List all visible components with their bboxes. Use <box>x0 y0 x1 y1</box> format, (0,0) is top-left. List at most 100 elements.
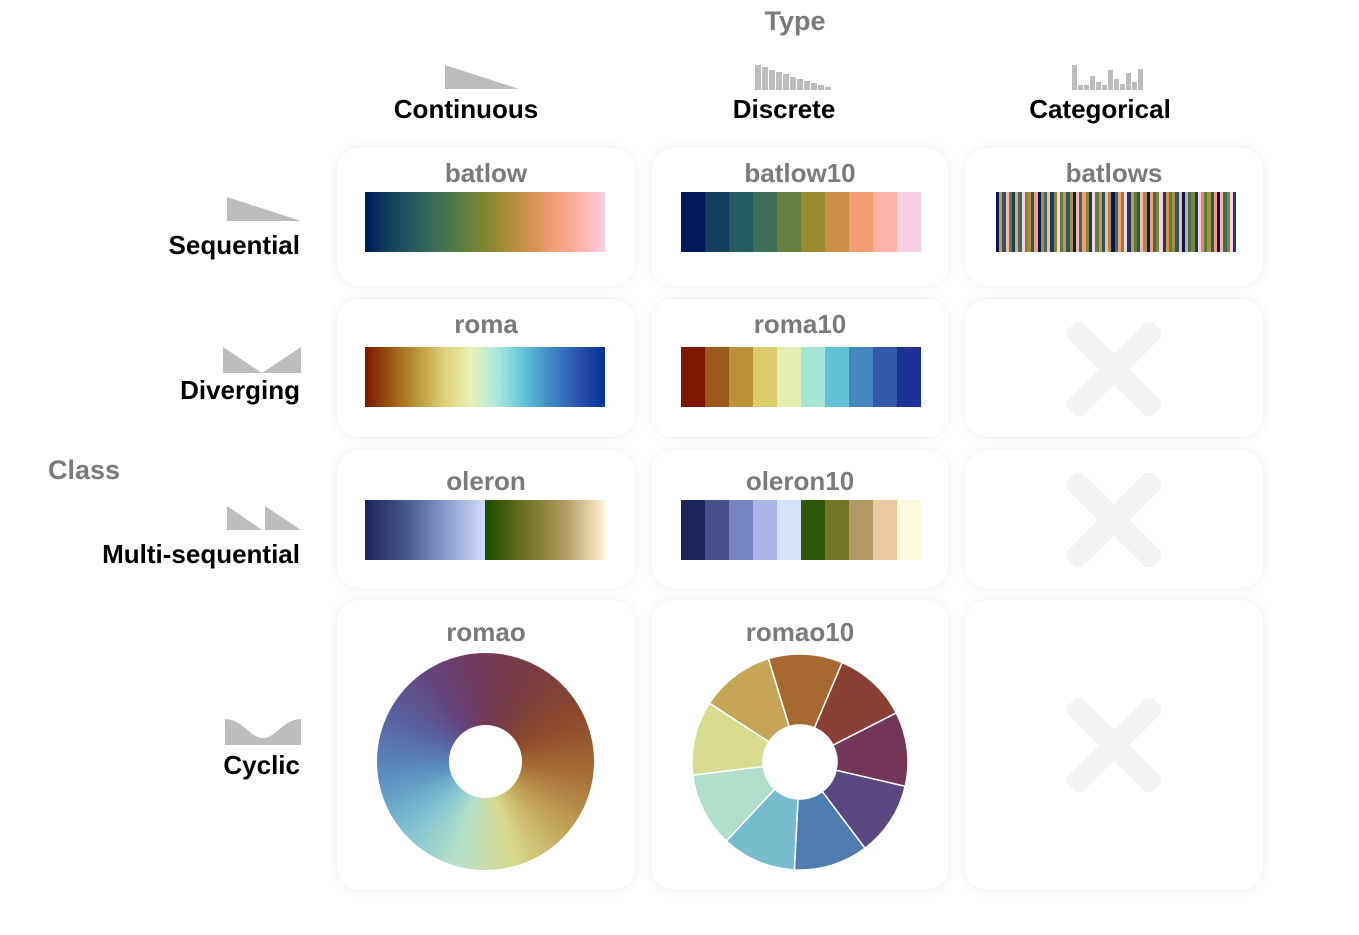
color-swatch <box>801 192 825 252</box>
color-stripe <box>1117 192 1121 252</box>
color-swatch <box>753 192 777 252</box>
color-swatch <box>873 192 897 252</box>
colormap-gradient-bar <box>365 347 605 407</box>
color-swatch <box>849 500 873 560</box>
column-header-discrete: Discrete <box>732 94 836 124</box>
type-axis-title: Type <box>764 6 826 36</box>
color-stripe <box>1008 192 1013 252</box>
color-swatch <box>897 500 921 560</box>
row-label-cyclic: Cyclic <box>223 750 300 780</box>
color-swatch <box>681 500 705 560</box>
class-axis-title: Class <box>48 455 121 485</box>
color-stripe <box>1101 192 1105 252</box>
color-stripe <box>1002 192 1006 252</box>
color-swatch <box>801 500 825 560</box>
card-batlow10: batlow10 <box>651 148 949 286</box>
color-stripe <box>1213 192 1218 252</box>
color-stripe <box>1111 192 1115 252</box>
colormap-categorical-bar <box>996 192 1237 252</box>
cyclic-discrete-wheel <box>691 653 909 871</box>
color-stripe <box>1188 192 1192 252</box>
color-swatch <box>873 347 897 407</box>
color-stripe <box>1226 192 1230 252</box>
color-stripe <box>1172 192 1176 252</box>
color-stripe <box>1120 192 1125 252</box>
multi-sequential-wedge-icon <box>227 506 301 530</box>
colormap-name: romao10 <box>745 617 855 647</box>
color-stripe <box>1079 192 1083 252</box>
color-swatch <box>777 500 801 560</box>
color-stripe <box>1104 192 1109 252</box>
color-stripe <box>1181 192 1185 252</box>
row-label-diverging: Diverging <box>180 375 300 405</box>
wheel-center-hole <box>449 725 522 798</box>
card-diverging-categorical-unavailable <box>965 299 1263 437</box>
card-oleron: oleron <box>337 450 635 588</box>
close-x-icon <box>1067 473 1161 567</box>
color-stripe <box>1053 192 1057 252</box>
color-stripe <box>1156 192 1160 252</box>
color-stripe <box>1197 192 1201 252</box>
colormap-discrete-bar <box>681 347 921 407</box>
colormap-name: romao <box>446 617 526 647</box>
card-cyclic-categorical-unavailable <box>965 600 1263 890</box>
color-swatch <box>753 347 777 407</box>
color-stripe <box>1015 192 1019 252</box>
color-stripe <box>1149 192 1153 252</box>
column-header-continuous: Continuous <box>393 94 539 124</box>
close-x-icon <box>1067 698 1161 792</box>
color-stripe <box>1223 192 1227 252</box>
color-stripe <box>1146 192 1150 252</box>
colormap-name: roma <box>454 309 518 339</box>
color-stripe <box>1114 192 1118 252</box>
diverging-wedge-icon <box>223 347 301 373</box>
colormap-gradient-bar <box>365 192 605 252</box>
color-stripe <box>1136 192 1141 252</box>
color-swatch <box>705 192 729 252</box>
color-stripe <box>1220 192 1224 252</box>
card-roma10: roma10 <box>651 299 949 437</box>
colormap-name: oleron10 <box>745 466 855 496</box>
color-stripe <box>1060 192 1064 252</box>
color-stripe <box>1210 192 1214 252</box>
colormap-name: roma10 <box>753 309 847 339</box>
colormap-dual-gradient-bar <box>365 500 605 560</box>
color-stripe <box>1063 192 1067 252</box>
color-swatch <box>681 347 705 407</box>
color-swatch <box>897 347 921 407</box>
color-stripe <box>1133 192 1137 252</box>
sequential-wedge-icon <box>227 197 301 221</box>
color-stripe <box>1140 192 1144 252</box>
color-swatch <box>825 347 849 407</box>
color-stripe <box>1040 192 1045 252</box>
color-stripe <box>1069 192 1073 252</box>
color-stripe <box>1005 192 1009 252</box>
colormap-name: oleron <box>446 466 526 496</box>
row-label-sequential: Sequential <box>168 230 300 260</box>
color-stripe <box>1191 192 1195 252</box>
colormap-name: batlow10 <box>744 158 856 188</box>
oleron-upper-segment <box>485 500 605 560</box>
color-swatch <box>897 192 921 252</box>
color-stripe <box>1204 192 1208 252</box>
colormap-name: batlows <box>1065 158 1163 188</box>
color-stripe <box>1175 192 1179 252</box>
color-stripe <box>1056 192 1061 252</box>
color-stripe <box>1201 192 1205 252</box>
color-swatch <box>849 347 873 407</box>
color-stripe <box>1178 192 1182 252</box>
card-roma: roma <box>337 299 635 437</box>
color-swatch <box>777 347 801 407</box>
color-stripe <box>999 192 1003 252</box>
card-multi-sequential-categorical-unavailable <box>965 450 1263 588</box>
color-stripe <box>1031 192 1035 252</box>
color-stripe <box>1085 192 1089 252</box>
color-swatch <box>729 500 753 560</box>
column-header-categorical: Categorical <box>1029 94 1171 124</box>
color-stripe <box>1021 192 1025 252</box>
color-swatch <box>801 347 825 407</box>
card-batlow: batlow <box>337 148 635 286</box>
color-swatch <box>825 500 849 560</box>
color-stripe <box>1229 192 1234 252</box>
color-stripe <box>1088 192 1093 252</box>
